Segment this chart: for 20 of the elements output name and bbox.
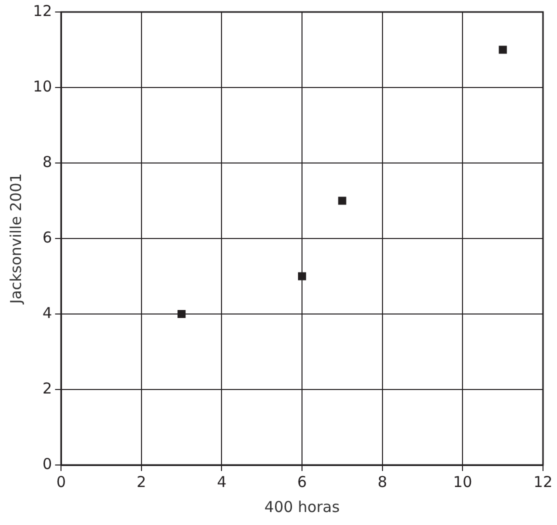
x-tick-label: 6 [297, 472, 307, 491]
x-tick-label: 12 [533, 472, 553, 491]
point [338, 196, 346, 205]
x-axis-title: 400 horas [264, 498, 340, 516]
point [298, 272, 306, 280]
y-tick-label: 10 [32, 77, 52, 96]
x-tick-label: 8 [378, 472, 388, 491]
y-tick-label: 4 [42, 304, 52, 322]
y-axis-title: Jacksonville 2001 [6, 173, 25, 305]
y-tick-label: 6 [42, 228, 52, 246]
x-tick-label: 10 [453, 472, 472, 491]
y-tick-label: 12 [32, 2, 52, 20]
y-tick-label: 8 [42, 152, 52, 171]
point [498, 46, 507, 54]
x-tick-label: 0 [56, 472, 66, 491]
y-tick-label: 0 [42, 454, 52, 473]
point [178, 310, 186, 318]
y-tick-label: 2 [42, 379, 52, 398]
x-tick-label: 4 [216, 472, 226, 491]
x-tick-label: 2 [136, 472, 146, 491]
